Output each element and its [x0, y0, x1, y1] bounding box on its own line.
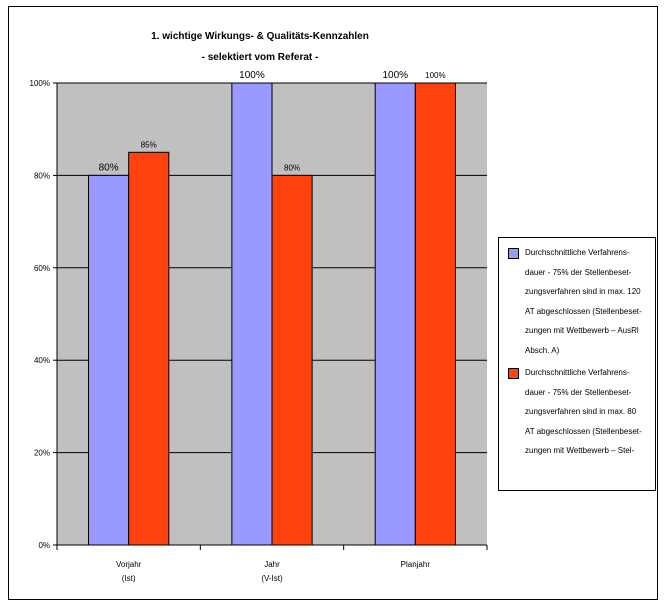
x-category-label: Jahr: [264, 560, 280, 569]
y-tick-label: 60%: [34, 264, 50, 273]
data-label: 85%: [141, 140, 157, 149]
y-tick-label: 80%: [34, 171, 50, 180]
data-label: 80%: [99, 162, 119, 173]
data-labels: 80% 85% 100% 80% 100% 100%: [99, 70, 446, 173]
bar: [271, 174, 313, 546]
y-axis-ticks: 0% 20% 40% 60% 80% 100%: [30, 79, 57, 550]
y-tick-label: 40%: [34, 356, 50, 365]
x-category-label: (V-Ist): [261, 574, 283, 583]
bar: [374, 82, 416, 546]
bar: [231, 82, 273, 546]
x-category-label: Planjahr: [401, 560, 431, 569]
legend-label-series-1: Durchschnittliche Verfahrens- dauer - 75…: [525, 248, 642, 355]
chart-title: 1. wichtige Wirkungs- & Qualitäts-Kennza…: [151, 31, 369, 42]
data-label: 100%: [382, 70, 408, 81]
legend-label-series-2: Durchschnittliche Verfahrens- dauer - 75…: [525, 368, 642, 455]
bars: [88, 82, 456, 546]
bar: [128, 151, 170, 546]
bar: [88, 174, 130, 546]
y-tick-label: 0%: [38, 541, 50, 550]
data-label: 80%: [284, 163, 300, 172]
legend-swatch-series-1: [508, 248, 519, 259]
x-category-label: Vorjahr: [116, 560, 142, 569]
bar: [414, 82, 456, 546]
data-label: 100%: [239, 70, 265, 81]
axes: [56, 83, 488, 550]
x-category-label: (Ist): [122, 574, 136, 583]
legend-swatch-series-2: [508, 368, 519, 379]
x-axis-categories: Vorjahr (Ist) Jahr (V-Ist) Planjahr: [116, 560, 430, 583]
chart-subtitle: - selektiert vom Referat -: [202, 52, 319, 63]
y-tick-label: 100%: [30, 79, 50, 88]
data-label: 100%: [425, 71, 445, 80]
legend: Durchschnittliche Verfahrens- dauer - 75…: [498, 237, 656, 491]
y-tick-label: 20%: [34, 449, 50, 458]
